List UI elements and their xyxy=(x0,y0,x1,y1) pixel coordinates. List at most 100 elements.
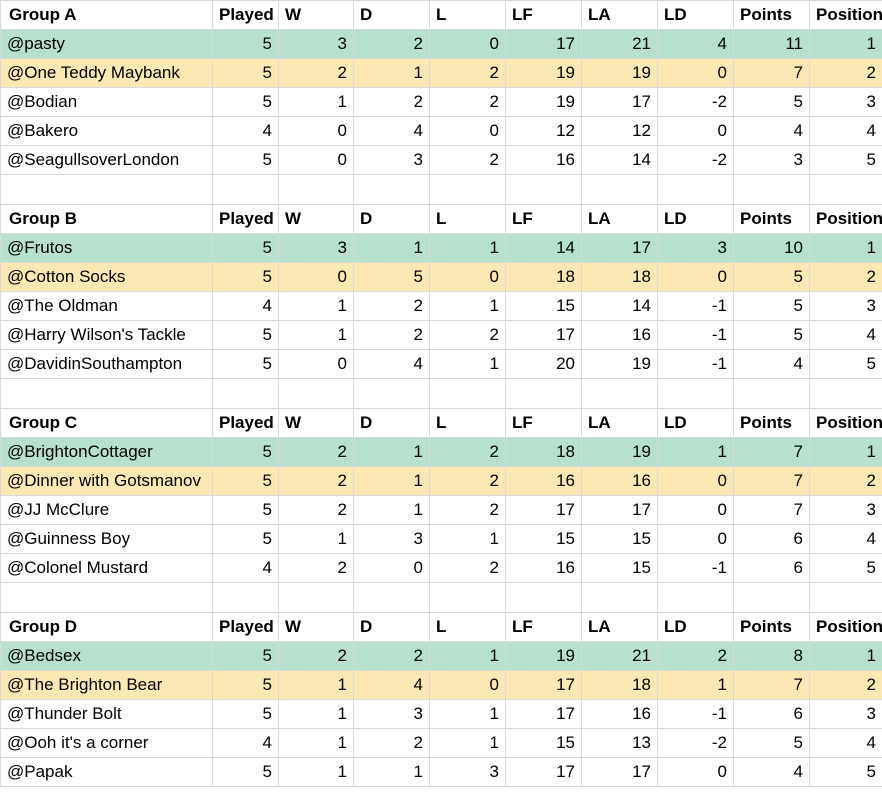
empty-cell[interactable] xyxy=(278,582,354,613)
la-cell[interactable]: 19 xyxy=(581,349,658,379)
empty-cell[interactable] xyxy=(809,378,882,409)
column-header-played[interactable]: Played xyxy=(212,204,279,234)
empty-cell[interactable] xyxy=(657,378,734,409)
d-cell[interactable]: 0 xyxy=(353,553,430,583)
d-cell[interactable]: 3 xyxy=(353,524,430,554)
column-header-la[interactable]: LA xyxy=(581,204,658,234)
empty-cell[interactable] xyxy=(733,582,810,613)
lf-cell[interactable]: 12 xyxy=(505,116,582,146)
l-cell[interactable]: 1 xyxy=(429,233,506,263)
l-cell[interactable]: 2 xyxy=(429,87,506,117)
column-header-ld[interactable]: LD xyxy=(657,0,734,30)
w-cell[interactable]: 2 xyxy=(278,437,354,467)
l-cell[interactable]: 0 xyxy=(429,29,506,59)
empty-cell[interactable] xyxy=(429,582,506,613)
player-name-cell[interactable]: @Harry Wilson's Tackle xyxy=(0,320,213,350)
empty-cell[interactable] xyxy=(353,174,430,205)
w-cell[interactable]: 1 xyxy=(278,670,354,700)
player-name-cell[interactable]: @Guinness Boy xyxy=(0,524,213,554)
played-cell[interactable]: 5 xyxy=(212,466,279,496)
empty-cell[interactable] xyxy=(0,582,213,613)
l-cell[interactable]: 1 xyxy=(429,349,506,379)
column-header-la[interactable]: LA xyxy=(581,408,658,438)
l-cell[interactable]: 2 xyxy=(429,320,506,350)
played-cell[interactable]: 5 xyxy=(212,262,279,292)
w-cell[interactable]: 1 xyxy=(278,87,354,117)
d-cell[interactable]: 2 xyxy=(353,728,430,758)
points-cell[interactable]: 6 xyxy=(733,699,810,729)
column-header-position[interactable]: Position xyxy=(809,0,882,30)
ld-cell[interactable]: 0 xyxy=(657,524,734,554)
lf-cell[interactable]: 16 xyxy=(505,466,582,496)
empty-cell[interactable] xyxy=(212,582,279,613)
column-header-points[interactable]: Points xyxy=(733,0,810,30)
column-header-position[interactable]: Position xyxy=(809,408,882,438)
points-cell[interactable]: 5 xyxy=(733,320,810,350)
player-name-cell[interactable]: @Colonel Mustard xyxy=(0,553,213,583)
played-cell[interactable]: 4 xyxy=(212,116,279,146)
played-cell[interactable]: 5 xyxy=(212,437,279,467)
lf-cell[interactable]: 19 xyxy=(505,58,582,88)
empty-cell[interactable] xyxy=(581,378,658,409)
points-cell[interactable]: 4 xyxy=(733,349,810,379)
la-cell[interactable]: 17 xyxy=(581,87,658,117)
column-header-l[interactable]: L xyxy=(429,612,506,642)
la-cell[interactable]: 17 xyxy=(581,495,658,525)
column-header-l[interactable]: L xyxy=(429,204,506,234)
w-cell[interactable]: 0 xyxy=(278,262,354,292)
player-name-cell[interactable]: @JJ McClure xyxy=(0,495,213,525)
played-cell[interactable]: 5 xyxy=(212,349,279,379)
lf-cell[interactable]: 15 xyxy=(505,524,582,554)
l-cell[interactable]: 2 xyxy=(429,553,506,583)
player-name-cell[interactable]: @Papak xyxy=(0,757,213,787)
column-header-ld[interactable]: LD xyxy=(657,612,734,642)
played-cell[interactable]: 4 xyxy=(212,553,279,583)
la-cell[interactable]: 17 xyxy=(581,233,658,263)
d-cell[interactable]: 2 xyxy=(353,87,430,117)
la-cell[interactable]: 16 xyxy=(581,466,658,496)
points-cell[interactable]: 5 xyxy=(733,728,810,758)
empty-cell[interactable] xyxy=(429,378,506,409)
lf-cell[interactable]: 15 xyxy=(505,291,582,321)
empty-cell[interactable] xyxy=(505,378,582,409)
l-cell[interactable]: 1 xyxy=(429,291,506,321)
l-cell[interactable]: 0 xyxy=(429,262,506,292)
d-cell[interactable]: 1 xyxy=(353,437,430,467)
points-cell[interactable]: 3 xyxy=(733,145,810,175)
d-cell[interactable]: 2 xyxy=(353,29,430,59)
points-cell[interactable]: 4 xyxy=(733,757,810,787)
ld-cell[interactable]: -1 xyxy=(657,553,734,583)
player-name-cell[interactable]: @BrightonCottager xyxy=(0,437,213,467)
w-cell[interactable]: 1 xyxy=(278,728,354,758)
l-cell[interactable]: 1 xyxy=(429,524,506,554)
player-name-cell[interactable]: @Bodian xyxy=(0,87,213,117)
empty-cell[interactable] xyxy=(353,582,430,613)
column-header-lf[interactable]: LF xyxy=(505,408,582,438)
column-header-ld[interactable]: LD xyxy=(657,204,734,234)
empty-cell[interactable] xyxy=(353,378,430,409)
d-cell[interactable]: 2 xyxy=(353,291,430,321)
column-header-lf[interactable]: LF xyxy=(505,612,582,642)
lf-cell[interactable]: 17 xyxy=(505,495,582,525)
points-cell[interactable]: 8 xyxy=(733,641,810,671)
ld-cell[interactable]: -2 xyxy=(657,728,734,758)
l-cell[interactable]: 2 xyxy=(429,58,506,88)
column-header-w[interactable]: W xyxy=(278,0,354,30)
points-cell[interactable]: 7 xyxy=(733,58,810,88)
played-cell[interactable]: 5 xyxy=(212,524,279,554)
d-cell[interactable]: 1 xyxy=(353,233,430,263)
position-cell[interactable]: 5 xyxy=(809,349,882,379)
column-header-played[interactable]: Played xyxy=(212,612,279,642)
position-cell[interactable]: 2 xyxy=(809,58,882,88)
position-cell[interactable]: 2 xyxy=(809,670,882,700)
ld-cell[interactable]: 0 xyxy=(657,757,734,787)
group-title-cell[interactable]: Group C xyxy=(0,408,213,438)
empty-cell[interactable] xyxy=(212,378,279,409)
column-header-d[interactable]: D xyxy=(353,408,430,438)
l-cell[interactable]: 1 xyxy=(429,641,506,671)
empty-cell[interactable] xyxy=(657,174,734,205)
position-cell[interactable]: 5 xyxy=(809,145,882,175)
d-cell[interactable]: 1 xyxy=(353,466,430,496)
la-cell[interactable]: 17 xyxy=(581,757,658,787)
l-cell[interactable]: 2 xyxy=(429,145,506,175)
